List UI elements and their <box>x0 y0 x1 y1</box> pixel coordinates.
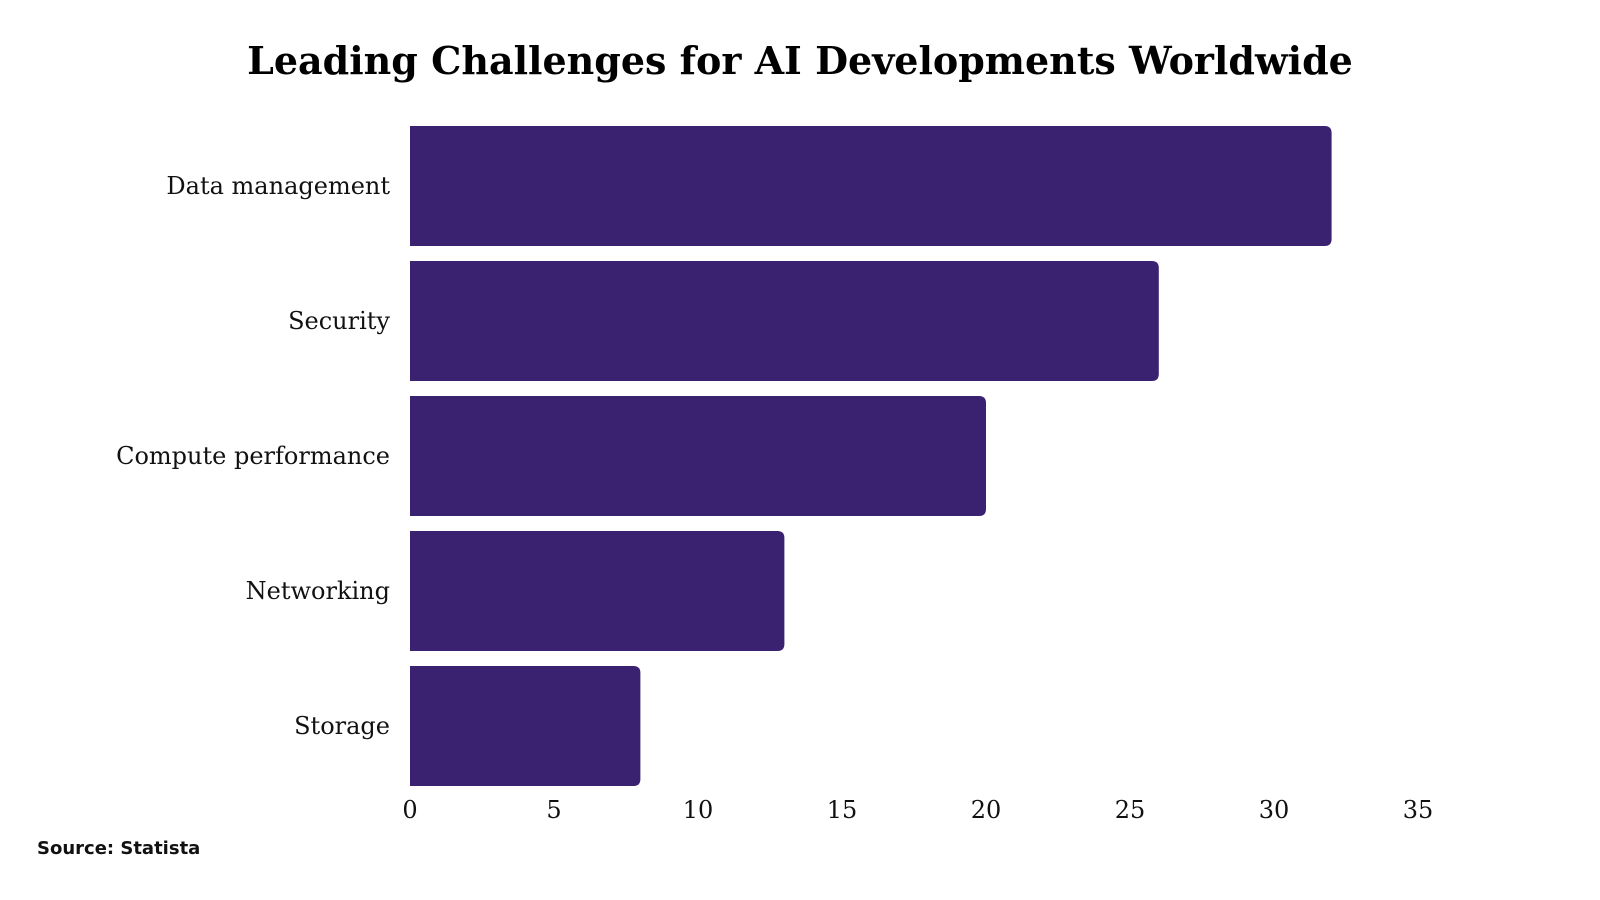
x-tick-label: 10 <box>683 796 714 824</box>
x-tick-label: 0 <box>402 796 417 824</box>
x-tick-label: 30 <box>1259 796 1290 824</box>
x-tick-label: 5 <box>546 796 561 824</box>
x-axis-ticks: 0 5 10 15 20 25 30 35 <box>402 796 1433 824</box>
category-label: Storage <box>294 712 390 740</box>
category-label: Data management <box>166 172 390 200</box>
chart-title: Leading Challenges for AI Developments W… <box>247 38 1353 83</box>
category-label: Security <box>288 307 390 335</box>
bar-security <box>410 261 1159 381</box>
x-tick-label: 15 <box>827 796 858 824</box>
x-tick-label: 25 <box>1115 796 1146 824</box>
category-label: Compute performance <box>116 442 390 470</box>
source-note: Source: Statista <box>37 838 201 859</box>
bars-group <box>410 126 1332 786</box>
bar-compute-performance <box>410 396 986 516</box>
x-tick-label: 35 <box>1403 796 1434 824</box>
bar-data-management <box>410 126 1332 246</box>
bar-networking <box>410 531 785 651</box>
category-labels: Data management Security Compute performan… <box>116 172 390 740</box>
x-tick-label: 20 <box>971 796 1002 824</box>
bar-storage <box>410 666 641 786</box>
category-label: Networking <box>246 577 390 605</box>
